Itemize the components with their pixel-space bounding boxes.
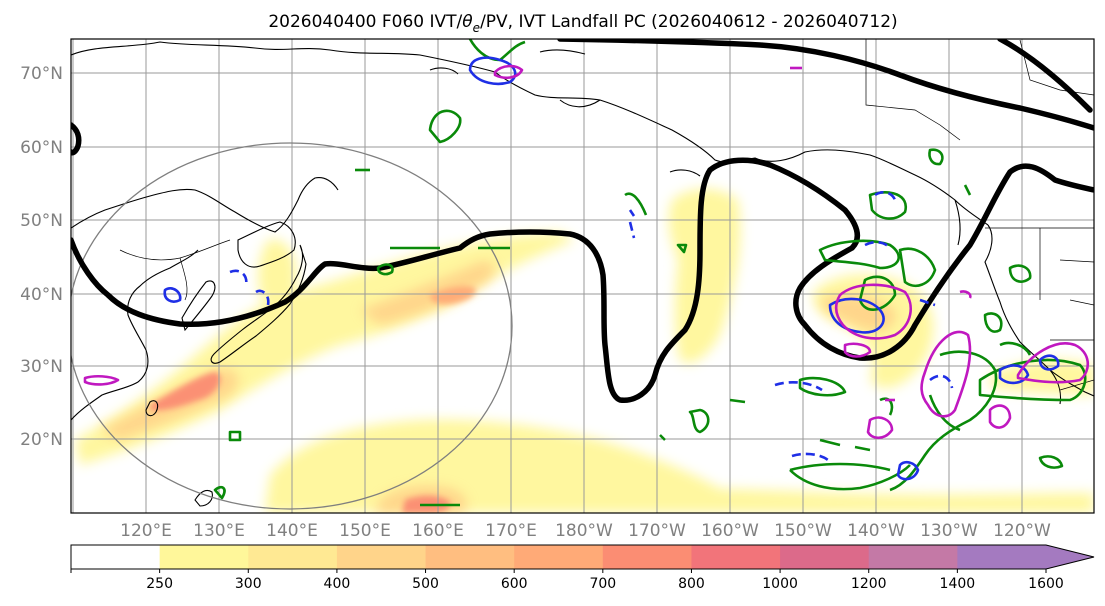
- lat-label: 60°N: [20, 138, 63, 158]
- colorbar-segment: [514, 545, 604, 569]
- colorbar-segment: [336, 545, 427, 569]
- lon-label: 170°E: [485, 521, 537, 541]
- colorbar-extend-max: [1046, 545, 1094, 569]
- lat-label: 20°N: [20, 430, 63, 450]
- lat-label: 70°N: [20, 64, 63, 84]
- colorbar-tick-label: 500: [412, 576, 439, 592]
- colorbar-segment: [691, 545, 781, 569]
- lat-label: 40°N: [20, 285, 63, 305]
- colorbar-tick-label: 800: [678, 576, 705, 592]
- colorbar: 250 300 400 500 600 700 800 1000 1200 1400 1600: [70, 544, 1095, 592]
- jet-contours: [71, 39, 1094, 403]
- lon-label: 140°W: [847, 521, 905, 541]
- colorbar-segment: [780, 545, 870, 569]
- lat-label: 30°N: [20, 357, 63, 377]
- colorbar-tick-label: 600: [501, 576, 528, 592]
- latitude-labels: 70°N 60°N 50°N 40°N 30°N 20°N: [20, 64, 63, 450]
- colorbar-tick-label: 400: [324, 576, 351, 592]
- colorbar-segment: [71, 545, 161, 569]
- colorbar-tick-label: 1000: [762, 576, 798, 592]
- colorbar-segment: [425, 545, 515, 569]
- map-panel: [71, 39, 1094, 513]
- lon-label: 130°W: [920, 521, 978, 541]
- figure-title: 2026040400 F060 IVT/θe/PV, IVT Landfall …: [268, 12, 897, 35]
- colorbar-segment: [957, 545, 1047, 569]
- colorbar-outline: [70, 544, 1095, 570]
- colorbar-tick-label: 1200: [851, 576, 887, 592]
- lon-label: 130°E: [193, 521, 245, 541]
- longitude-labels: 120°E 130°E 140°E 150°E 160°E 170°E 180°…: [120, 521, 1051, 541]
- colorbar-tick-label: 1400: [940, 576, 976, 592]
- colorbar-tick-label: 250: [146, 576, 173, 592]
- pv-contours-blue: [163, 56, 1060, 481]
- colorbar-swatches: [71, 545, 1094, 569]
- map-frame: [70, 38, 1095, 514]
- colorbar-ticks: 250 300 400 500 600 700 800 1000 1200 1400 1600: [70, 569, 1064, 592]
- lat-label: 50°N: [20, 211, 63, 231]
- lon-label: 120°E: [120, 521, 172, 541]
- lon-label: 160°E: [412, 521, 464, 541]
- colorbar-segment: [248, 545, 338, 569]
- colorbar-segment: [602, 545, 692, 569]
- lon-label: 180°W: [555, 521, 613, 541]
- lon-label: 160°W: [701, 521, 759, 541]
- colorbar-tick-label: 1600: [1028, 576, 1064, 592]
- colorbar-segment: [868, 545, 958, 569]
- lon-label: 170°W: [628, 521, 686, 541]
- colorbar-tick-label: 300: [235, 576, 262, 592]
- ivt-shading: [75, 188, 1094, 513]
- lon-label: 150°W: [774, 521, 832, 541]
- colorbar-segment: [159, 545, 249, 569]
- colorbar-tick-label: 700: [589, 576, 616, 592]
- lon-label: 150°E: [339, 521, 391, 541]
- lon-label: 140°E: [266, 521, 318, 541]
- landfall-circle: [71, 142, 513, 510]
- pv-contours-magenta: [83, 64, 1089, 440]
- country-borders: [119, 39, 1094, 391]
- lon-label: 120°W: [993, 521, 1051, 541]
